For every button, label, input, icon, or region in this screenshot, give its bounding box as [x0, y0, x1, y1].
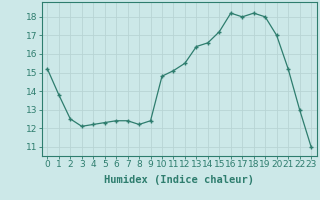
X-axis label: Humidex (Indice chaleur): Humidex (Indice chaleur)	[104, 175, 254, 185]
